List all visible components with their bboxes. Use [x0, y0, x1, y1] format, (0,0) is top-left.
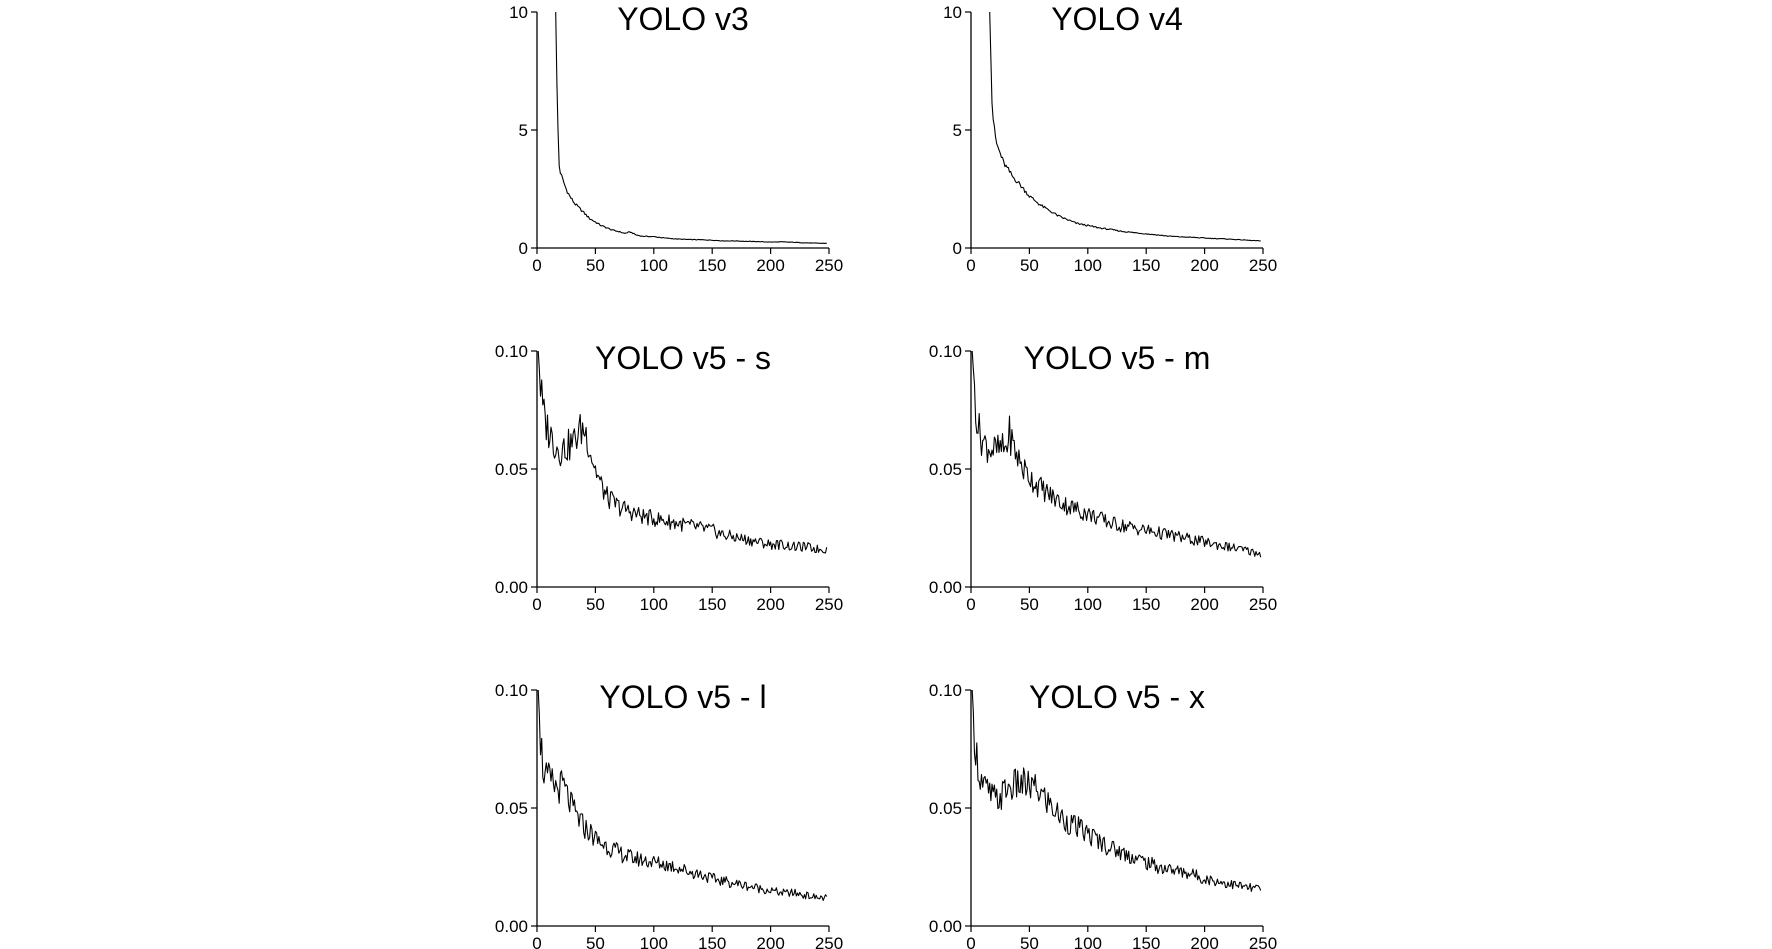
y-tick-label: 0.05: [929, 460, 962, 479]
axes-frame: [536, 12, 829, 249]
loss-series-line: [971, 689, 1262, 892]
x-tick-label: 200: [756, 256, 784, 275]
y-tick-label: 0.10: [495, 681, 528, 700]
x-tick-label: 200: [1190, 934, 1218, 949]
y-tick-label: 0: [519, 239, 528, 258]
x-tick-label: 200: [756, 595, 784, 614]
x-tick-label: 0: [532, 595, 541, 614]
x-tick-label: 200: [1190, 256, 1218, 275]
chart-title: YOLO v5 - s: [595, 340, 771, 376]
loss-series-line: [971, 350, 1262, 558]
x-tick-label: 250: [815, 256, 843, 275]
loss-series-line: [555, 11, 827, 244]
axes-frame: [970, 351, 1263, 588]
x-tick-label: 200: [1190, 595, 1218, 614]
chart-title: YOLO v5 - l: [599, 679, 766, 715]
chart-title: YOLO v5 - m: [1024, 340, 1211, 376]
y-tick-label: 0.00: [929, 917, 962, 936]
y-tick-label: 0.10: [929, 681, 962, 700]
y-tick-label: 0: [953, 239, 962, 258]
x-tick-label: 250: [815, 934, 843, 949]
x-tick-label: 150: [698, 256, 726, 275]
x-tick-label: 0: [532, 256, 541, 275]
x-tick-label: 150: [698, 934, 726, 949]
y-tick-label: 5: [519, 121, 528, 140]
loss-series-line: [537, 350, 828, 554]
x-tick-label: 50: [1020, 595, 1039, 614]
y-tick-label: 0.05: [495, 799, 528, 818]
x-tick-label: 0: [966, 256, 975, 275]
y-tick-label: 0.00: [495, 578, 528, 597]
x-tick-label: 100: [640, 934, 668, 949]
x-tick-label: 100: [640, 256, 668, 275]
chart-yolo-v5-l: YOLO v5 - l 0 50 100 150 200 250 0.00 0.05 0.10: [495, 679, 843, 949]
loss-series-line: [537, 689, 828, 901]
y-tick-label: 10: [509, 3, 528, 22]
y-tick-label: 0.10: [495, 342, 528, 361]
x-tick-label: 200: [756, 934, 784, 949]
chart-title: YOLO v4: [1051, 1, 1183, 37]
chart-yolo-v5-m: YOLO v5 - m 0 50 100 150 200 250 0.00 0.05 0.10: [929, 340, 1277, 614]
x-tick-label: 250: [1249, 595, 1277, 614]
y-tick-label: 0.00: [929, 578, 962, 597]
x-tick-label: 100: [1074, 256, 1102, 275]
y-tick-label: 0.05: [495, 460, 528, 479]
x-tick-label: 250: [815, 595, 843, 614]
chart-yolo-v3: YOLO v3 0 50 100 150 200 250 0 5 10: [509, 1, 843, 275]
y-tick-label: 5: [953, 121, 962, 140]
axes-frame: [536, 690, 829, 927]
y-tick-label: 0.05: [929, 799, 962, 818]
x-tick-label: 150: [1132, 256, 1160, 275]
x-tick-label: 150: [1132, 595, 1160, 614]
loss-series-line: [989, 11, 1261, 242]
x-tick-label: 150: [698, 595, 726, 614]
chart-title: YOLO v5 - x: [1029, 679, 1205, 715]
x-tick-label: 50: [586, 934, 605, 949]
x-tick-label: 0: [532, 934, 541, 949]
axes-frame: [970, 12, 1263, 249]
y-tick-label: 0.10: [929, 342, 962, 361]
chart-yolo-v4: YOLO v4 0 50 100 150 200 250 0 5 10: [943, 1, 1277, 275]
x-tick-label: 100: [1074, 934, 1102, 949]
x-tick-label: 50: [586, 595, 605, 614]
y-tick-label: 0.00: [495, 917, 528, 936]
x-tick-label: 250: [1249, 934, 1277, 949]
x-tick-label: 100: [640, 595, 668, 614]
x-tick-label: 250: [1249, 256, 1277, 275]
x-tick-label: 50: [586, 256, 605, 275]
chart-title: YOLO v3: [617, 1, 749, 37]
chart-yolo-v5-x: YOLO v5 - x 0 50 100 150 200 250 0.00 0.05 0.10: [929, 679, 1277, 949]
x-tick-label: 50: [1020, 256, 1039, 275]
x-tick-label: 150: [1132, 934, 1160, 949]
axes-frame: [970, 690, 1263, 927]
y-tick-label: 10: [943, 3, 962, 22]
x-tick-label: 50: [1020, 934, 1039, 949]
x-tick-label: 100: [1074, 595, 1102, 614]
axes-frame: [536, 351, 829, 588]
x-tick-label: 0: [966, 595, 975, 614]
chart-yolo-v5-s: YOLO v5 - s 0 50 100 150 200 250 0.00 0.05 0.10: [495, 340, 843, 614]
x-tick-label: 0: [966, 934, 975, 949]
